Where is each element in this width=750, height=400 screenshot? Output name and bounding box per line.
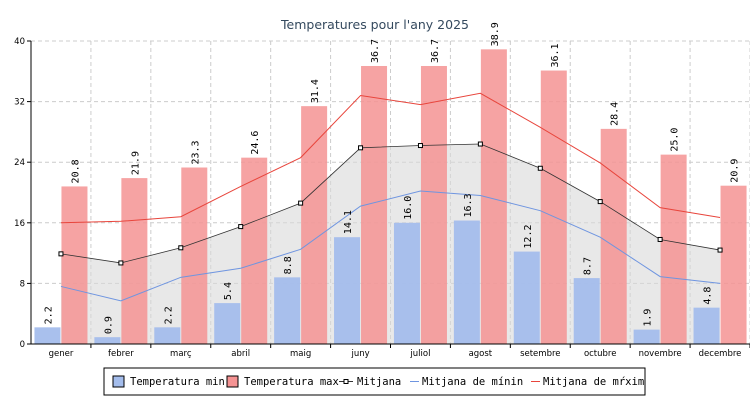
label-temperatura-min: 1.9 <box>643 309 654 327</box>
axes: 0 8 16 24 32 40 gener febrer març abril maig juny ju… <box>14 37 750 359</box>
bar-temperatura-max <box>121 178 148 344</box>
label-temperatura-max: 36.7 <box>370 39 381 63</box>
label-temperatura-min: 2.2 <box>163 306 174 324</box>
bar-temperatura-min <box>693 307 720 344</box>
line-mitjana-minim <box>60 190 721 302</box>
label-temperatura-max: 31.4 <box>310 79 321 103</box>
mitjana-marker <box>717 247 723 253</box>
bar-temperatura-max <box>301 106 328 345</box>
line-layer <box>58 92 723 302</box>
label-temperatura-max: 25.0 <box>670 128 681 152</box>
label-temperatura-min: 8.8 <box>283 256 294 274</box>
x-tick-label: març <box>170 349 192 359</box>
label-temperatura-max: 23.3 <box>190 140 201 164</box>
data-label-layer: 2.2 0.9 2.2 5.4 8.8 14.1 16.0 16.3 12.2 8.7 1.9 4.8… <box>43 22 740 334</box>
x-tick-label: juliol <box>409 349 430 359</box>
line-mitjana <box>60 143 721 264</box>
bar-temperatura-max <box>540 70 567 344</box>
x-tick-label: febrer <box>108 349 134 359</box>
label-temperatura-max: 38.9 <box>490 22 501 46</box>
chart-title: Temperatures pour l'any 2025 <box>280 17 469 32</box>
label-temperatura-max: 20.8 <box>70 159 81 183</box>
label-temperatura-max: 28.4 <box>610 102 621 126</box>
bar-temperatura-min <box>214 303 241 344</box>
label-temperatura-min: 5.4 <box>223 282 234 300</box>
bar-temperatura-min <box>453 220 480 344</box>
label-temperatura-max: 36.7 <box>430 39 441 63</box>
x-tick-label: decembre <box>699 349 742 359</box>
mitjana-marker <box>597 199 603 205</box>
label-temperatura-min: 12.2 <box>523 224 534 248</box>
mitjana-marker <box>118 260 124 266</box>
legend-label: Temperatura max <box>244 376 339 388</box>
bar-temperatura-min <box>154 327 181 344</box>
mitjana-marker <box>178 245 184 251</box>
label-temperatura-max: 20.9 <box>730 159 741 183</box>
y-tick-label: 40 <box>14 37 25 47</box>
legend-label: Mitjana <box>357 376 401 388</box>
bar-temperatura-min <box>334 237 361 344</box>
label-temperatura-max: 24.6 <box>250 131 261 155</box>
x-tick-label: maig <box>290 349 311 359</box>
mitjana-marker <box>238 224 244 230</box>
mitjana-marker <box>477 141 483 147</box>
bar-temperatura-max <box>420 65 447 344</box>
legend-box <box>103 367 646 396</box>
y-tick-label: 8 <box>20 279 25 289</box>
label-temperatura-min: 16.3 <box>463 193 474 217</box>
legend-label: Mitjana de mŕxim <box>543 376 644 388</box>
bar-temperatura-max <box>660 154 687 344</box>
mitjana-marker <box>358 145 364 151</box>
label-temperatura-min: 0.9 <box>103 316 114 334</box>
mitjana-marker <box>537 165 543 171</box>
bar-temperatura-max <box>241 157 268 344</box>
y-tick-label: 24 <box>14 158 25 168</box>
y-tick-label: 32 <box>14 98 25 108</box>
bar-temperatura-min <box>513 251 540 344</box>
mitjana-marker <box>58 251 64 257</box>
bar-layer <box>34 49 747 345</box>
bar-temperatura-max <box>181 167 208 344</box>
legend-marker-swatch <box>343 379 349 384</box>
bar-temperatura-max <box>61 186 88 344</box>
legend-swatch <box>226 375 239 388</box>
line-mitjana-maxim <box>60 92 721 224</box>
bar-temperatura-max <box>720 185 747 344</box>
x-tick-label: gener <box>49 349 74 359</box>
x-tick-label: abril <box>231 349 250 359</box>
x-tick-label: juny <box>350 349 369 359</box>
mitjana-marker <box>298 200 304 206</box>
label-temperatura-min: 16.0 <box>403 196 414 220</box>
y-tick-label: 16 <box>14 219 25 229</box>
x-tick-label: novembre <box>639 349 682 359</box>
bar-temperatura-min <box>274 277 301 344</box>
legend-label: Temperatura min <box>130 376 225 388</box>
label-temperatura-min: 8.7 <box>583 257 594 275</box>
label-temperatura-min: 4.8 <box>703 287 714 305</box>
bar-temperatura-min <box>393 222 420 344</box>
label-temperatura-max: 21.9 <box>130 151 141 175</box>
x-tick-label: setembre <box>520 349 560 359</box>
legend: Temperatura min Temperatura max Mitjana Mit… <box>103 367 646 396</box>
legend-label: Mitjana de mínin <box>422 376 523 388</box>
label-temperatura-max: 36.1 <box>550 43 561 67</box>
label-temperatura-min: 14.1 <box>343 210 354 234</box>
bar-temperatura-max <box>600 128 627 344</box>
bar-temperatura-min <box>94 337 121 344</box>
mitjana-marker <box>657 236 663 242</box>
bar-temperatura-min <box>633 329 660 344</box>
y-tick-label: 0 <box>20 340 25 350</box>
x-tick-label: octubre <box>584 349 617 359</box>
bar-temperatura-min <box>34 327 61 344</box>
bar-temperatura-min <box>573 278 600 344</box>
label-temperatura-min: 2.2 <box>43 306 54 324</box>
x-tick-label: agost <box>469 349 493 359</box>
mitjana-marker <box>417 143 423 149</box>
legend-swatch <box>112 375 125 388</box>
